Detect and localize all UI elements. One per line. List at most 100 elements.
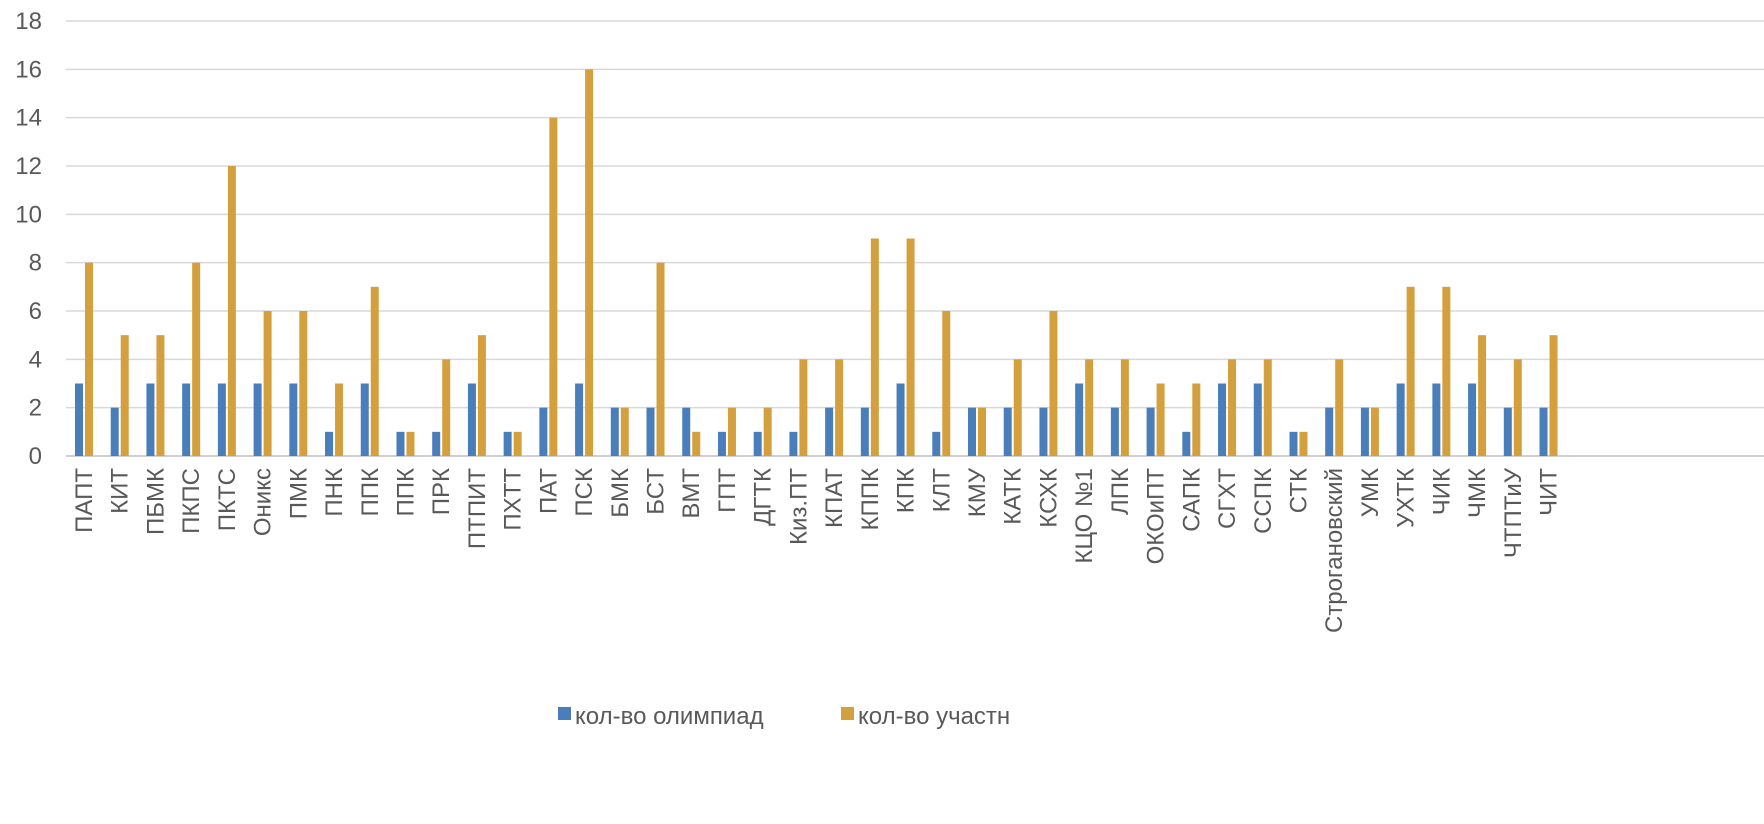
- bar-olympiads: [1325, 407, 1334, 456]
- bar-participants: [942, 311, 951, 456]
- x-category-label: КИТ: [107, 468, 134, 514]
- gridlines: [66, 20, 1764, 457]
- x-category-label: ПНК: [321, 468, 348, 517]
- x-category-label: УМК: [1357, 468, 1384, 517]
- bar-olympiads: [1253, 383, 1262, 456]
- y-tick-label: 16: [15, 56, 42, 83]
- bar-participants: [263, 311, 272, 456]
- bar-olympiads: [717, 431, 726, 456]
- x-axis-category-labels: ПАПТ КИТ ПБМК ПКПС ПКТС Оникс ПМК ПНК ППК ППК ПРК П…: [71, 467, 1563, 633]
- bar-participants: [1299, 431, 1308, 456]
- bar-olympiads: [1110, 407, 1119, 456]
- x-category-label: ПСК: [571, 468, 598, 517]
- x-category-label: КППК: [857, 468, 884, 530]
- bar-olympiads: [1432, 383, 1441, 456]
- bar-participants: [620, 407, 629, 456]
- x-category-label: КЛТ: [928, 468, 955, 513]
- bar-olympiads: [789, 431, 798, 456]
- x-category-label: КЦО №1: [1071, 468, 1098, 564]
- x-category-label: ПКТС: [214, 468, 241, 531]
- bar-olympiads: [753, 431, 762, 456]
- bar-participants: [156, 335, 165, 456]
- bar-olympiads: [360, 383, 369, 456]
- x-category-label: ЧМК: [1464, 468, 1491, 518]
- legend: кол-во олимпиад кол-во участн: [558, 703, 1010, 730]
- bar-participants: [799, 359, 808, 456]
- bar-olympiads: [217, 383, 226, 456]
- y-tick-label: 4: [29, 346, 42, 373]
- bar-olympiads: [610, 407, 619, 456]
- x-category-label: КМУ: [964, 467, 991, 517]
- x-category-label: ППК: [392, 468, 419, 517]
- bar-olympiads: [1503, 407, 1512, 456]
- bar-participants: [727, 407, 736, 456]
- x-category-label: ЧИТ: [1536, 468, 1563, 516]
- bar-olympiads: [1468, 383, 1477, 456]
- bar-olympiads: [1539, 407, 1548, 456]
- bar-participants: [192, 262, 201, 456]
- bar-participants: [1263, 359, 1272, 456]
- bar-olympiads: [932, 431, 941, 456]
- bar-participants: [1228, 359, 1237, 456]
- x-category-label: ЧТПТиУ: [1500, 467, 1527, 558]
- bar-participants: [692, 431, 701, 456]
- bar-participants: [370, 286, 379, 456]
- bar-olympiads: [1182, 431, 1191, 456]
- bar-olympiads: [825, 407, 834, 456]
- bar-participants: [1049, 311, 1058, 456]
- bar-participants: [835, 359, 844, 456]
- x-category-label: КПК: [893, 468, 920, 513]
- x-category-label: ПАТ: [535, 468, 562, 514]
- bar-olympiads: [539, 407, 548, 456]
- bar-participants: [1406, 286, 1415, 456]
- bar-participants: [763, 407, 772, 456]
- x-category-label: БСТ: [643, 468, 670, 515]
- legend-swatch: [558, 707, 571, 720]
- bar-participants: [85, 262, 93, 456]
- x-category-label: КАТК: [1000, 468, 1027, 525]
- y-tick-label: 0: [29, 443, 42, 470]
- bar-participants: [406, 431, 415, 456]
- bar-olympiads: [968, 407, 976, 456]
- bar-participants: [477, 335, 486, 456]
- bar-participants: [513, 431, 522, 456]
- bar-olympiads: [860, 407, 869, 456]
- x-category-label: ССПК: [1250, 468, 1277, 534]
- bar-participants: [1513, 359, 1522, 456]
- bar-participants: [978, 407, 986, 456]
- x-category-label: СГХТ: [1214, 468, 1241, 529]
- x-category-label: ПТПИТ: [464, 468, 491, 549]
- bar-participants: [442, 359, 451, 456]
- x-category-label: БМК: [607, 468, 634, 518]
- legend-swatch: [841, 707, 854, 720]
- y-axis-tick-labels: 0 2 4 6 8 10 12 14 16 18: [15, 8, 42, 470]
- bar-participants: [1478, 335, 1487, 456]
- x-category-label: ДГТК: [750, 468, 777, 526]
- x-category-label: ПАПТ: [71, 468, 98, 533]
- bar-olympiads: [1289, 431, 1298, 456]
- x-category-label: ПКПС: [178, 468, 205, 534]
- x-category-label: Киз.ПТ: [785, 468, 812, 545]
- x-category-label: ЧИК: [1428, 468, 1455, 515]
- bar-olympiads: [1003, 407, 1012, 456]
- x-category-label: ОКОиПТ: [1143, 468, 1170, 565]
- x-category-label: ПХТТ: [500, 468, 527, 531]
- bar-participants: [227, 166, 236, 456]
- bar-olympiads: [1075, 383, 1084, 456]
- bar-participants: [1156, 383, 1165, 456]
- bar-participants: [1442, 286, 1451, 456]
- bar-olympiads: [646, 407, 655, 456]
- legend-label: кол-во участн: [858, 703, 1010, 730]
- bar-olympiads: [182, 383, 191, 456]
- bar-participants: [585, 69, 594, 456]
- x-category-label: КПАТ: [821, 468, 848, 528]
- bar-olympiads: [1396, 383, 1405, 456]
- x-category-label: ВМТ: [678, 468, 705, 519]
- bar-olympiads: [1039, 407, 1048, 456]
- bar-olympiads: [1146, 407, 1155, 456]
- x-category-label: ПБМК: [142, 468, 169, 535]
- x-category-label: ППК: [357, 468, 384, 517]
- bar-olympiads: [1218, 383, 1227, 456]
